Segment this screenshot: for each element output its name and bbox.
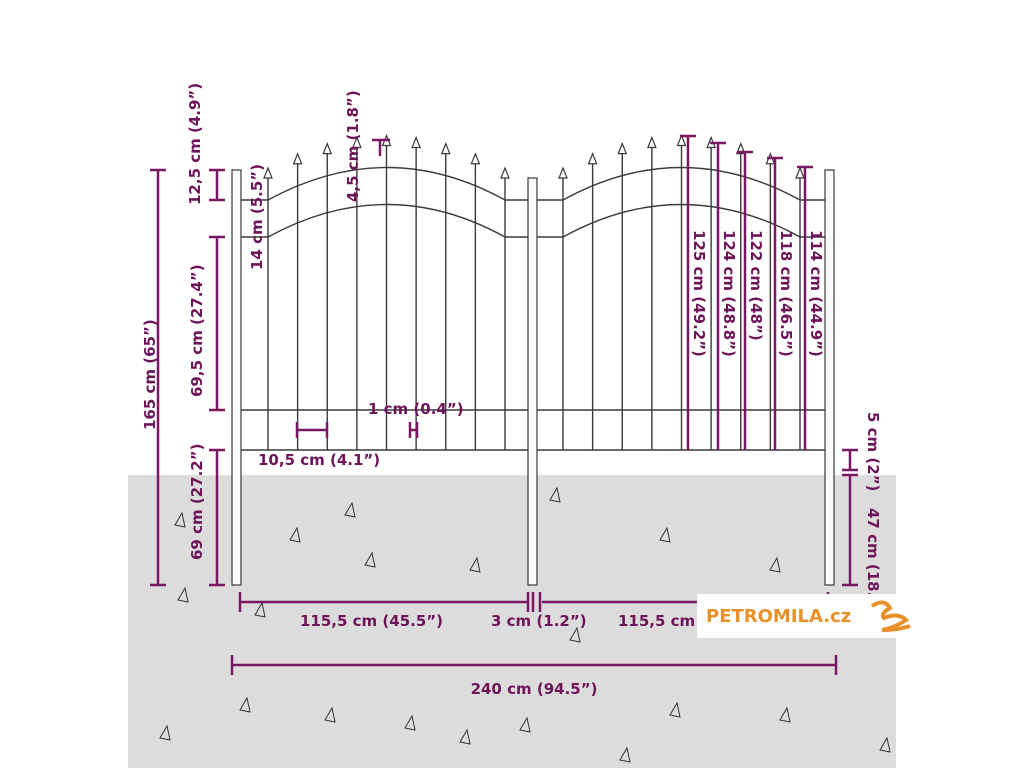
rock xyxy=(254,601,266,618)
spike xyxy=(500,166,510,179)
spike xyxy=(263,166,273,179)
dim-label: 69,5 cm (27.4”) xyxy=(188,264,206,397)
upper-rail xyxy=(240,203,530,238)
dim-label: 3 cm (1.2”) xyxy=(491,612,587,630)
dim-label: 240 cm (94.5”) xyxy=(471,680,598,698)
rock xyxy=(459,728,471,745)
post xyxy=(527,177,538,586)
rock xyxy=(779,706,791,723)
post xyxy=(824,169,835,586)
rock xyxy=(469,556,481,573)
upper-rail xyxy=(537,166,828,201)
rock xyxy=(177,586,189,603)
spike xyxy=(470,152,481,165)
rock xyxy=(324,706,336,723)
rock xyxy=(344,501,356,518)
logo: PETROMILA.cz xyxy=(697,594,911,638)
dim-label: 114 cm (44.9”) xyxy=(807,230,825,357)
rock xyxy=(289,526,301,543)
rock xyxy=(659,526,671,543)
fence xyxy=(231,133,835,586)
rock xyxy=(239,696,251,713)
dim-label: 4,5 cm (1.8”) xyxy=(344,90,362,202)
spike xyxy=(617,142,628,155)
dim-label: 125 cm (49.2”) xyxy=(690,230,708,357)
rock xyxy=(174,511,186,528)
rock xyxy=(619,746,631,763)
rock xyxy=(364,551,376,568)
rock xyxy=(769,556,781,573)
dim-label: 124 cm (48.8”) xyxy=(720,230,738,357)
dim-label: 1 cm (0.4”) xyxy=(368,400,464,418)
rock xyxy=(519,716,531,733)
brand: PETROMILA.cz xyxy=(706,606,851,627)
spike xyxy=(558,166,568,179)
rock xyxy=(569,626,581,643)
dim-label: 118 cm (46.5”) xyxy=(777,230,795,357)
dim-label: 69 cm (27.2”) xyxy=(188,444,206,560)
dim-label: 5 cm (2”) xyxy=(864,412,882,491)
dim-label: 12,5 cm (4.9”) xyxy=(186,83,204,205)
rock xyxy=(404,714,416,731)
rocks xyxy=(159,486,891,763)
spike xyxy=(351,135,362,149)
spike xyxy=(292,152,303,165)
upper-rail xyxy=(240,166,530,201)
rock xyxy=(669,701,681,718)
dim-label: 122 cm (48”) xyxy=(747,230,765,341)
spike xyxy=(676,133,687,147)
spike xyxy=(411,135,422,149)
rock xyxy=(159,724,171,741)
dim-label: 10,5 cm (4.1”) xyxy=(258,451,380,469)
rock xyxy=(879,736,891,753)
post xyxy=(231,169,242,586)
dim-label: 14 cm (5.5”) xyxy=(248,164,266,270)
rock xyxy=(549,486,561,503)
dim-label: 165 cm (65”) xyxy=(141,319,159,430)
spike xyxy=(322,142,333,155)
spike xyxy=(440,142,451,155)
spike xyxy=(646,135,657,149)
spike xyxy=(587,152,598,165)
spike xyxy=(795,166,805,179)
dim-label: 115,5 cm (45.5”) xyxy=(300,612,443,630)
